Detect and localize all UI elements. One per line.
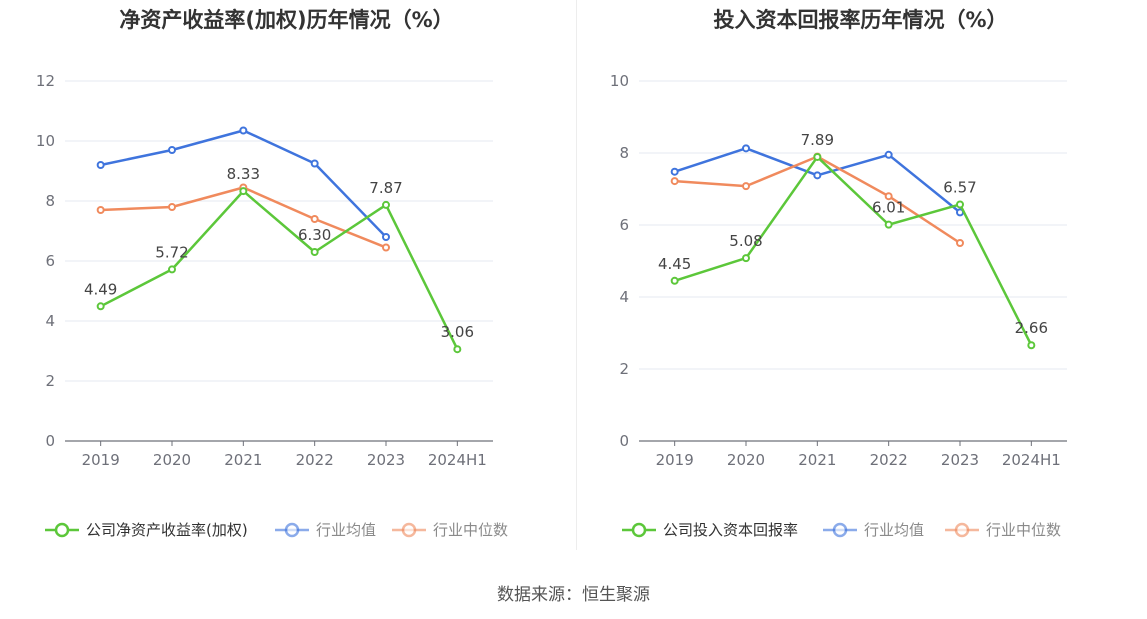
data-point[interactable] [382, 233, 390, 241]
legend-item[interactable]: 行业中位数 [433, 521, 508, 539]
data-point[interactable] [96, 302, 105, 311]
data-label: 5.08 [729, 232, 762, 250]
x-tick-label: 2024H1 [1002, 451, 1061, 469]
y-tick-label: 4 [45, 312, 55, 330]
data-point[interactable] [884, 150, 893, 159]
data-point[interactable] [956, 239, 964, 247]
chart-roic: 投入资本回报率历年情况（%） 0 2 4 6 8 10 2019 2020 2021 2022 20… [574, 0, 1147, 560]
legend-marker [832, 522, 848, 538]
data-label: 4.45 [658, 255, 691, 273]
y-tick-label: 10 [610, 72, 629, 90]
y-tick-label: 8 [45, 192, 55, 210]
x-tick-label: 2020 [153, 451, 191, 469]
data-point[interactable] [670, 276, 679, 285]
data-point[interactable] [453, 345, 462, 354]
x-tick-label: 2019 [656, 451, 694, 469]
data-label: 6.57 [943, 178, 976, 196]
x-tick-label: 2020 [727, 451, 765, 469]
chart-roe: 净资产收益率(加权)历年情况（%） 0 2 4 6 8 10 12 2019 2020 2021 2… [0, 0, 573, 560]
y-tick-label: 0 [45, 432, 55, 450]
x-tick-label: 2022 [296, 451, 334, 469]
x-tick-label: 2021 [798, 451, 836, 469]
data-point[interactable] [813, 171, 822, 180]
data-label: 6.30 [298, 226, 331, 244]
legend-item[interactable]: 公司投入资本回报率 [663, 521, 798, 539]
data-label: 7.89 [801, 131, 834, 149]
data-point[interactable] [742, 254, 750, 263]
data-point[interactable] [239, 126, 248, 135]
chart-plot-roe: 0 2 4 6 8 10 12 2019 2020 2021 2022 2023 2024H1 4.49 5… [36, 72, 508, 539]
legend-item[interactable]: 行业中位数 [986, 521, 1061, 539]
x-tick-label: 2023 [367, 451, 405, 469]
data-point[interactable] [168, 203, 176, 211]
y-tick-label: 8 [619, 144, 629, 162]
data-label: 3.06 [441, 323, 474, 341]
series-line [674, 155, 961, 245]
data-point[interactable] [884, 192, 893, 201]
data-point[interactable] [1027, 341, 1036, 350]
legend-marker [284, 522, 300, 538]
series-line [100, 186, 387, 249]
y-tick-label: 0 [619, 432, 629, 450]
y-tick-label: 6 [45, 252, 55, 270]
x-tick-label: 2022 [870, 451, 908, 469]
panel-divider [576, 0, 577, 550]
data-point[interactable] [310, 248, 319, 256]
legend-marker [401, 522, 417, 538]
y-tick-label: 2 [619, 360, 629, 378]
x-tick-label: 2019 [82, 451, 120, 469]
data-point[interactable] [382, 200, 390, 209]
data-point[interactable] [382, 243, 390, 252]
data-point[interactable] [96, 206, 105, 214]
chart-title: 投入资本回报率历年情况（%） [713, 8, 1008, 32]
chart-plot-roic: 0 2 4 6 8 10 2019 2020 2021 2022 2023 2024H1 4.45 5.0… [610, 72, 1067, 539]
data-point[interactable] [168, 146, 176, 154]
data-point[interactable] [884, 220, 893, 229]
y-tick-label: 12 [36, 72, 55, 90]
data-label: 8.33 [227, 165, 260, 183]
data-point[interactable] [813, 152, 822, 161]
series-line [100, 189, 459, 350]
x-tick-label: 2021 [224, 451, 262, 469]
legend-marker [954, 522, 970, 538]
legend-item[interactable]: 行业均值 [316, 521, 376, 539]
data-point[interactable] [96, 161, 105, 169]
chart-title: 净资产收益率(加权)历年情况（%） [119, 8, 454, 32]
x-tick-label: 2024H1 [428, 451, 487, 469]
y-tick-label: 6 [619, 216, 629, 234]
legend-marker [631, 522, 647, 538]
y-tick-label: 10 [36, 132, 55, 150]
data-point[interactable] [168, 265, 176, 274]
data-point[interactable] [310, 159, 319, 168]
data-point[interactable] [670, 177, 679, 186]
data-label: 6.01 [872, 199, 905, 217]
legend-item[interactable]: 行业均值 [864, 521, 924, 539]
series-line [674, 155, 1033, 346]
legend-marker [54, 522, 70, 538]
legend-item[interactable]: 公司净资产收益率(加权) [86, 521, 248, 539]
data-label: 7.87 [369, 179, 402, 197]
data-point[interactable] [310, 215, 319, 223]
y-tick-label: 2 [45, 372, 55, 390]
data-label: 4.49 [84, 280, 117, 298]
x-tick-label: 2023 [941, 451, 979, 469]
data-point[interactable] [670, 167, 679, 176]
data-point[interactable] [742, 144, 750, 153]
data-label: 5.72 [155, 243, 188, 261]
y-tick-label: 4 [619, 288, 629, 306]
data-source: 数据来源：恒生聚源 [497, 585, 650, 605]
data-point[interactable] [956, 200, 964, 209]
data-point[interactable] [742, 182, 750, 191]
data-label: 2.66 [1015, 319, 1048, 337]
data-point[interactable] [239, 187, 248, 196]
